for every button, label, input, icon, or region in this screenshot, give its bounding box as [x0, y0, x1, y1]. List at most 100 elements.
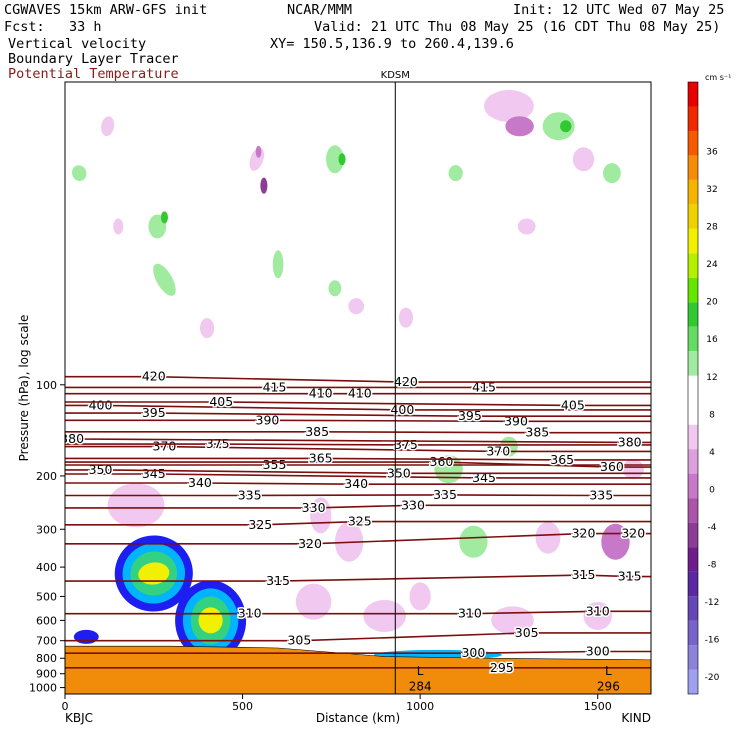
colorbar-swatch	[688, 253, 698, 278]
theta-label: 335	[433, 487, 457, 502]
y-tick-label: 900	[36, 668, 57, 681]
colorbar-label: -4	[708, 523, 717, 533]
velocity-cell	[622, 459, 644, 480]
colorbar-swatch	[688, 473, 698, 499]
theta-contour-370	[65, 445, 651, 453]
valid-time: Valid: 21 UTC Thu 08 May 25 (16 CDT Thu …	[314, 19, 721, 35]
left-endpoint: KBJC	[65, 711, 93, 725]
x-tick-label: 1500	[584, 700, 612, 713]
colorbar-label: 0	[709, 485, 715, 495]
y-tick-label: 600	[36, 614, 57, 627]
velocity-cell	[328, 280, 342, 297]
theta-label: 355	[263, 457, 287, 472]
theta-contour-375	[65, 443, 651, 446]
theta-contour-405	[65, 401, 651, 407]
colorbar-swatch	[688, 277, 698, 303]
cross-section-endpoints: XY= 150.5,136.9 to 260.4,139.6	[270, 36, 514, 52]
right-endpoint: KIND	[621, 711, 651, 725]
x-tick-label: 500	[232, 700, 253, 713]
velocity-cell	[448, 165, 463, 182]
colorbar-label: 24	[706, 260, 718, 270]
field-vertical-velocity: Vertical velocity	[8, 36, 147, 52]
colorbar-swatch	[688, 424, 698, 450]
colorbar-swatch	[688, 326, 698, 352]
theta-label: 385	[525, 425, 549, 440]
velocity-cell	[505, 116, 534, 137]
colorbar-swatch	[688, 400, 698, 425]
terrain-label: 284	[409, 679, 432, 693]
x-tick-label: 0	[62, 700, 69, 713]
theta-contour-335	[65, 494, 651, 497]
velocity-cell	[398, 307, 414, 328]
x-axis-label: Distance (km)	[316, 711, 400, 725]
velocity-cell	[101, 116, 115, 137]
theta-contour-380	[65, 438, 651, 444]
theta-label: 415	[263, 379, 287, 394]
velocity-cell	[535, 521, 561, 554]
theta-contour-325	[65, 520, 651, 526]
y-tick-label: 500	[36, 590, 57, 603]
theta-label: 410	[348, 386, 372, 401]
theta-label: 300	[586, 643, 610, 658]
velocity-cell	[107, 483, 165, 528]
theta-contour-305	[65, 632, 651, 642]
colorbar-frame	[687, 81, 699, 695]
colorbar-swatch	[688, 669, 698, 694]
colorbar-label: -16	[705, 636, 720, 646]
theta-label: 330	[401, 497, 425, 512]
init-time: Init: 12 UTC Wed 07 May 25	[513, 2, 725, 18]
colorbar-swatch	[688, 571, 698, 597]
theta-contour-385	[65, 431, 651, 434]
terrain-label: L	[605, 664, 612, 678]
colorbar-swatch	[688, 82, 698, 107]
colorbar-swatch	[688, 204, 698, 229]
velocity-cell	[255, 145, 262, 158]
theta-label: 320	[621, 526, 645, 541]
theta-label: 410	[309, 386, 333, 401]
tracer-plume-low	[73, 629, 99, 644]
theta-label: 400	[89, 397, 113, 412]
velocity-cell	[363, 599, 406, 632]
velocity-cell	[603, 163, 621, 184]
theta-label: 390	[256, 412, 280, 427]
colorbar-label: 20	[706, 298, 718, 308]
y-tick-label: 1000	[29, 682, 57, 695]
colorbar-label: -8	[708, 560, 717, 570]
theta-label: 345	[142, 466, 166, 481]
y-tick-label: 100	[36, 379, 57, 392]
colorbar-label: 4	[709, 448, 715, 458]
colorbar-swatch	[688, 130, 698, 156]
colorbar-label: -12	[705, 598, 720, 608]
forecast-hour: Fcst: 33 h	[4, 19, 102, 35]
theta-label: 370	[486, 443, 510, 458]
colorbar-swatch	[688, 547, 698, 572]
theta-label: 350	[89, 462, 113, 477]
colorbar-swatch	[688, 645, 698, 670]
theta-label: 360	[430, 454, 454, 469]
velocity-cell	[113, 218, 124, 235]
colorbar-label: 32	[706, 185, 717, 195]
velocity-cell	[71, 165, 87, 182]
theta-contour-420	[65, 375, 651, 383]
theta-label: 310	[238, 606, 262, 621]
velocity-cell	[560, 120, 572, 133]
velocity-cell	[153, 263, 176, 296]
theta-label: 295	[490, 660, 514, 675]
theta-label: 375	[394, 437, 418, 452]
velocity-cell	[484, 89, 534, 122]
theta-label: 300	[461, 645, 485, 660]
theta-label: 335	[589, 487, 613, 502]
theta-label: 315	[618, 569, 642, 584]
velocity-cell	[310, 497, 332, 534]
colorbar: 36 32 28 24 20 16 12 8 4 0 -4 -8 -12 -16 -20	[687, 81, 720, 695]
theta-label: 420	[142, 369, 166, 384]
theta-label: 340	[344, 476, 368, 491]
velocity-cell	[338, 153, 346, 166]
tracer-plume-mid	[198, 607, 223, 634]
theta-label: 385	[305, 424, 329, 439]
colorbar-swatch	[688, 351, 698, 376]
colorbar-swatch	[688, 596, 698, 621]
theta-label: 395	[142, 405, 166, 420]
theta-label: 405	[209, 394, 233, 409]
